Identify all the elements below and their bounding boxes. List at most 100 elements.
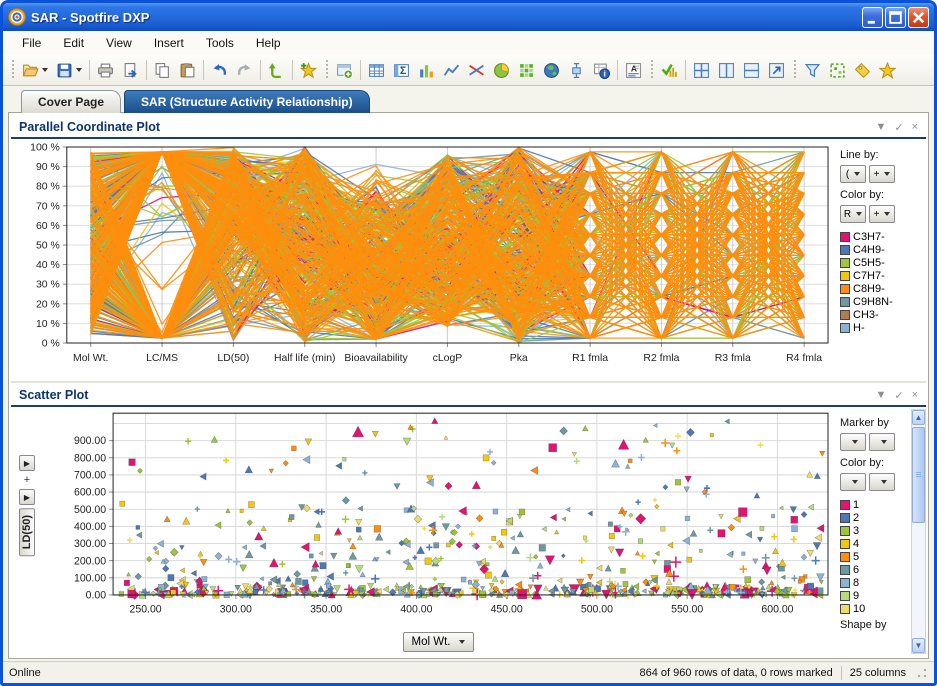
new-text-area-button[interactable]: A: [621, 58, 646, 82]
menu-edit[interactable]: Edit: [52, 33, 95, 53]
scatter-chart[interactable]: 0.00100.00200.00300.00400.00500.00600.00…: [43, 407, 834, 628]
save-button[interactable]: [52, 58, 86, 82]
copy-button[interactable]: [150, 58, 175, 82]
line-by-add-dropdown[interactable]: +: [869, 165, 895, 183]
new-line-chart-button[interactable]: [439, 58, 464, 82]
toolbar-drag-handle[interactable]: [649, 60, 654, 80]
panel-close-icon[interactable]: ×: [912, 121, 918, 133]
panel-activate-icon[interactable]: ✓: [894, 389, 903, 402]
legend-item[interactable]: C8H9-: [840, 283, 924, 295]
toolbar-drag-handle[interactable]: [324, 60, 329, 80]
menu-file[interactable]: File: [11, 33, 52, 53]
legend-item[interactable]: 2: [840, 512, 908, 524]
tab-cover-page[interactable]: Cover Page: [21, 90, 121, 113]
export-button[interactable]: [118, 58, 143, 82]
layout-side-by-side-button[interactable]: [714, 58, 739, 82]
new-table-button[interactable]: [364, 58, 389, 82]
legend-item[interactable]: CH3-: [840, 309, 924, 321]
panel-activate-icon[interactable]: ✓: [894, 121, 903, 134]
legend-item[interactable]: C5H5-: [840, 257, 924, 269]
resize-grip[interactable]: [916, 667, 928, 679]
reset-filters-button[interactable]: [264, 58, 289, 82]
color-by-add-dropdown[interactable]: +: [869, 205, 895, 223]
y-axis-zoom-plus[interactable]: +: [24, 474, 30, 486]
legend-item[interactable]: 8: [840, 577, 908, 589]
color-by-add-dropdown[interactable]: [869, 473, 895, 491]
legend-item[interactable]: 3: [840, 525, 908, 537]
legend-item[interactable]: C3H7-: [840, 231, 924, 243]
rows-status: 864 of 960 rows of data, 0 rows marked: [640, 667, 833, 679]
y-axis-expand-button[interactable]: ▶: [19, 455, 35, 471]
legend-swatch: [840, 552, 850, 562]
y-axis-column-button[interactable]: LD(50): [19, 508, 35, 556]
minimize-button[interactable]: [862, 7, 883, 28]
add-bookmark-button[interactable]: [296, 58, 321, 82]
line-by-dropdown[interactable]: (: [840, 165, 866, 183]
new-map-chart-button[interactable]: [539, 58, 564, 82]
parallel-panel-title: Parallel Coordinate Plot: [19, 120, 160, 134]
dropdown-caret-icon[interactable]: [76, 68, 82, 72]
dropdown-caret-icon[interactable]: [42, 68, 48, 72]
new-heat-map-button[interactable]: [514, 58, 539, 82]
new-page-button[interactable]: [332, 58, 357, 82]
legend-item[interactable]: C7H7-: [840, 270, 924, 282]
new-details-visualization-button[interactable]: i: [589, 58, 614, 82]
legend-item[interactable]: 1: [840, 499, 908, 511]
scrollbar-thumb[interactable]: [912, 427, 925, 523]
maximize-visualization-button[interactable]: [764, 58, 789, 82]
maximize-button[interactable]: [885, 7, 906, 28]
favorites-button[interactable]: [875, 58, 900, 82]
toolbar-drag-handle[interactable]: [10, 60, 15, 80]
legend-item[interactable]: C9H8N-: [840, 296, 924, 308]
tab-sar-structure-activity-relationship[interactable]: SAR (Structure Activity Relationship): [124, 90, 370, 113]
menu-help[interactable]: Help: [245, 33, 292, 53]
legend-item[interactable]: 6: [840, 564, 908, 576]
new-pie-chart-button[interactable]: [489, 58, 514, 82]
tags-button[interactable]: [850, 58, 875, 82]
scroll-up-icon[interactable]: ▲: [912, 410, 925, 425]
legend-item[interactable]: 9: [840, 590, 908, 602]
menu-view[interactable]: View: [95, 33, 143, 53]
title-bar[interactable]: SAR - Spotfire DXP: [3, 3, 934, 31]
legend-item[interactable]: 10: [840, 603, 908, 615]
legend-item[interactable]: H-: [840, 322, 924, 334]
color-by-dropdown[interactable]: [840, 473, 866, 491]
new-graphical-table-button[interactable]: [657, 58, 682, 82]
panel-close-icon[interactable]: ×: [912, 389, 918, 401]
paste-button[interactable]: [175, 58, 200, 82]
legend-scrollbar[interactable]: ▲ ▼: [911, 409, 926, 654]
layout-stacked-button[interactable]: [739, 58, 764, 82]
svg-text:LD(50): LD(50): [217, 353, 249, 364]
menu-insert[interactable]: Insert: [143, 33, 195, 53]
close-button[interactable]: [908, 7, 929, 28]
new-scatter-plot-button[interactable]: [464, 58, 489, 82]
new-summary-table-button[interactable]: Σ: [389, 58, 414, 82]
layout-four-panes-button[interactable]: [689, 58, 714, 82]
toolbar-drag-handle[interactable]: [792, 60, 797, 80]
marked-items-button[interactable]: [825, 58, 850, 82]
panel-menu-icon[interactable]: ▼: [875, 389, 886, 401]
parallel-panel-header[interactable]: Parallel Coordinate Plot ▼ ✓ ×: [11, 115, 926, 139]
marker-by-add-dropdown[interactable]: [869, 433, 895, 451]
redo-button[interactable]: [232, 58, 257, 82]
marker-by-dropdown[interactable]: [840, 433, 866, 451]
panel-menu-icon[interactable]: ▼: [875, 121, 886, 133]
scatter-panel-title: Scatter Plot: [19, 388, 88, 402]
legend-item[interactable]: C4H9-: [840, 244, 924, 256]
undo-button[interactable]: [207, 58, 232, 82]
svg-text:400.00: 400.00: [400, 603, 432, 615]
filters-panel-button[interactable]: [800, 58, 825, 82]
scatter-panel-header[interactable]: Scatter Plot ▼ ✓ ×: [11, 383, 926, 407]
x-axis-column-button[interactable]: Mol Wt.: [403, 632, 475, 652]
menu-tools[interactable]: Tools: [195, 33, 245, 53]
legend-item[interactable]: 4: [840, 538, 908, 550]
print-button[interactable]: [93, 58, 118, 82]
scroll-down-icon[interactable]: ▼: [912, 638, 925, 653]
new-box-plot-button[interactable]: [564, 58, 589, 82]
color-by-dropdown[interactable]: R: [840, 205, 866, 223]
y-axis-settings-button[interactable]: ▶: [19, 489, 35, 505]
parallel-coordinate-chart[interactable]: 0 %10 %20 %30 %40 %50 %60 %70 %80 %90 %1…: [11, 139, 834, 377]
legend-item[interactable]: 5: [840, 551, 908, 563]
open-button[interactable]: [18, 58, 52, 82]
new-bar-chart-button[interactable]: [414, 58, 439, 82]
